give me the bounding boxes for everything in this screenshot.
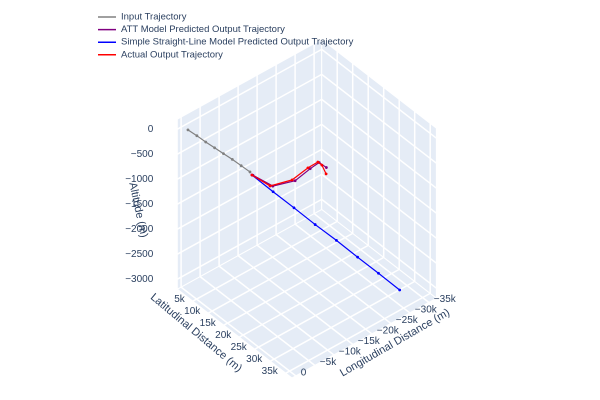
trajectory-point <box>356 255 359 259</box>
y-tick-label: −25k <box>396 315 419 326</box>
y-tick-label: −5k <box>320 357 337 368</box>
z-tick-label: −3000 <box>125 274 154 285</box>
grid-line <box>176 123 323 205</box>
grid-line <box>176 98 323 180</box>
grid-line <box>176 73 323 155</box>
grid-line <box>223 244 369 326</box>
trajectory-point <box>335 239 338 242</box>
grid-line <box>237 255 354 345</box>
grid-line <box>321 173 437 264</box>
grid-line <box>238 256 385 338</box>
grid-line <box>176 198 323 280</box>
z-tick-label: −1000 <box>125 174 154 185</box>
trajectory-point <box>268 184 272 188</box>
grid-line <box>321 148 437 239</box>
trajectory-line <box>187 129 251 173</box>
trajectory-point <box>230 157 234 161</box>
x-tick-label: 30k <box>246 354 263 365</box>
grid-line <box>254 268 400 350</box>
grid-line <box>192 220 338 302</box>
y-tick-label: 0 <box>301 368 307 379</box>
trajectory-point <box>195 134 199 138</box>
trajectory-point <box>213 146 216 150</box>
y-tick-label: −30k <box>415 305 438 316</box>
x-tick-label: 5k <box>174 294 186 305</box>
trajectory-point <box>320 163 324 167</box>
trajectory-point <box>306 166 310 170</box>
grid-line <box>207 232 354 314</box>
grid-line <box>256 244 373 335</box>
y-tick-label: −15k <box>358 336 381 347</box>
x-tick-label: 35k <box>262 366 279 377</box>
grid-line <box>313 213 430 303</box>
grid-line <box>294 223 411 314</box>
grid-line <box>321 98 437 189</box>
trajectory-point <box>398 288 402 292</box>
legend-label: Input Trajectory <box>121 12 187 23</box>
z-tick-label: −1500 <box>125 199 154 210</box>
trajectory-point <box>186 128 190 132</box>
grid-line <box>321 123 437 214</box>
trajectory-point <box>239 164 243 168</box>
z-tick-label: −500 <box>131 149 154 160</box>
trajectory-point <box>308 167 312 171</box>
z-tick-label: 0 <box>148 124 154 135</box>
trajectory-point <box>292 206 296 210</box>
x-tick-label: 15k <box>200 318 217 329</box>
grid-line <box>285 292 431 374</box>
legend-label: Simple Straight-Line Model Predicted Out… <box>121 37 354 48</box>
trajectory-point <box>250 173 254 177</box>
legend-label: ATT Model Predicted Output Trajectory <box>121 24 285 35</box>
grid-line <box>180 286 297 377</box>
x-tick-label: 25k <box>231 342 248 353</box>
grid-line <box>321 73 437 164</box>
trajectory-point <box>324 166 328 169</box>
trajectory-point <box>271 190 275 194</box>
x-tick-label: 20k <box>215 330 232 341</box>
grid-line <box>275 234 392 324</box>
grid-line <box>176 173 323 255</box>
trajectory-point <box>313 223 317 226</box>
trajectory-line <box>251 174 401 291</box>
z-tick-label: −2500 <box>125 249 154 260</box>
grid-line <box>269 280 416 362</box>
legend-label: Actual Output Trajectory <box>121 49 223 60</box>
z-tick-label: −2000 <box>125 224 154 235</box>
y-tick-label: −35k <box>434 294 457 305</box>
trajectory-point <box>377 271 380 275</box>
trajectory-point <box>293 179 297 183</box>
y-tick-label: −10k <box>339 347 362 358</box>
x-tick-label: 10k <box>184 306 201 317</box>
grid-line <box>321 198 437 289</box>
grid-line <box>176 48 323 130</box>
trajectory-point <box>324 172 328 176</box>
trajectory-point <box>316 160 320 164</box>
grid-line <box>176 148 323 230</box>
grid-line <box>218 265 335 356</box>
grid-line <box>321 48 437 139</box>
trajectory-point <box>204 140 208 144</box>
trajectory-point <box>290 178 294 182</box>
grid-line <box>199 276 316 366</box>
trajectory-point <box>222 152 225 155</box>
trajectory-point <box>248 170 252 174</box>
y-tick-label: −20k <box>377 326 400 337</box>
